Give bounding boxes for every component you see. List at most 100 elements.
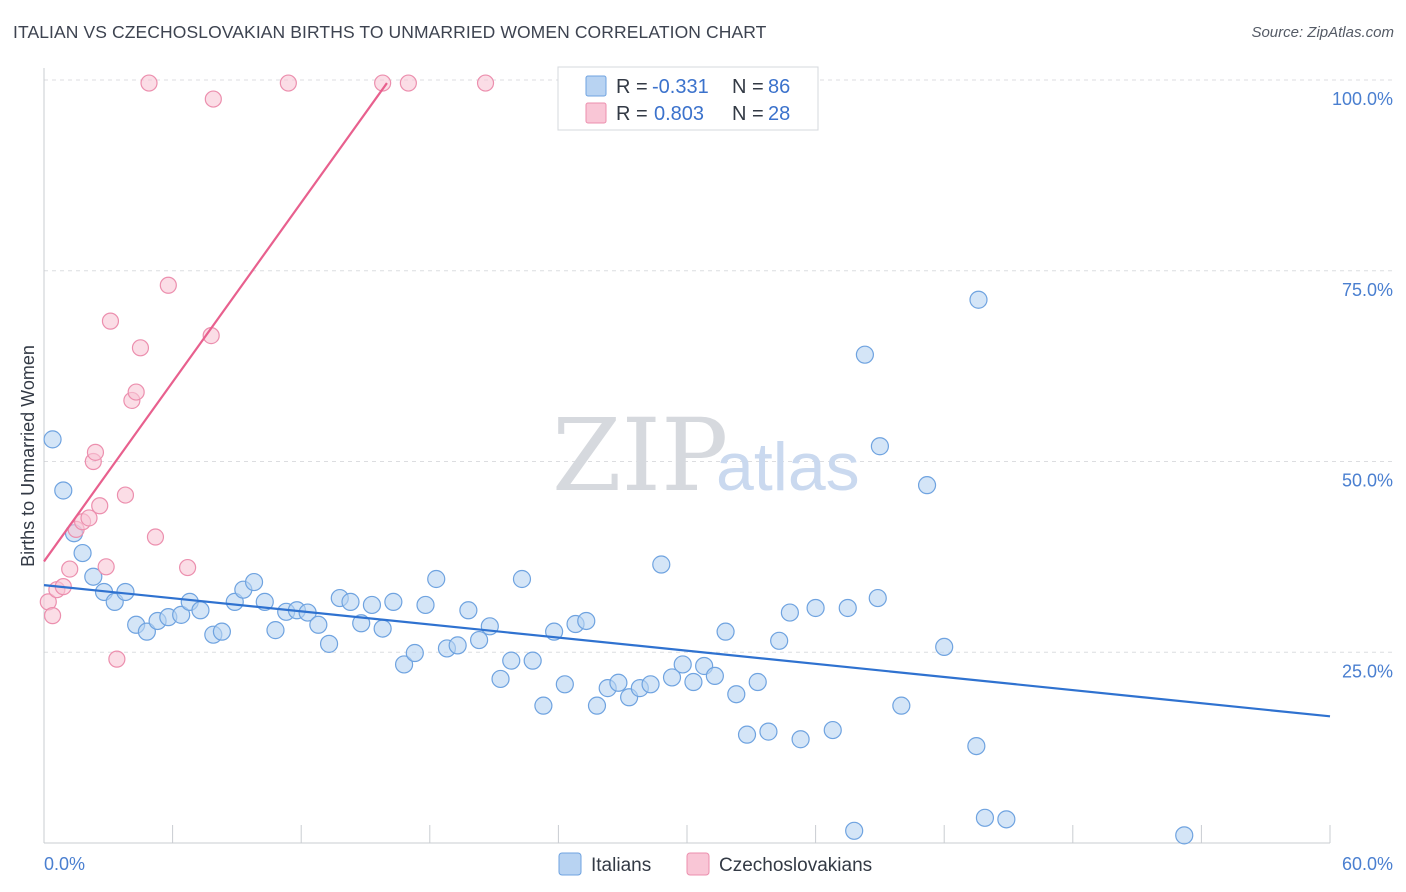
point-italians <box>845 821 864 840</box>
legend-r-label-italians: R = <box>616 76 648 98</box>
source-label: Source: ZipAtlas.com <box>1251 24 1394 41</box>
point-italians <box>416 595 435 615</box>
y-tick-label: 50.0% <box>1342 471 1393 491</box>
point-czechoslovakians <box>116 486 135 504</box>
point-italians <box>917 476 937 495</box>
point-czechoslovakians <box>97 558 115 576</box>
point-czechoslovakians <box>399 74 417 92</box>
legend-n-value-czech: 28 <box>768 103 790 125</box>
x-tick-label-min: 0.0% <box>44 854 85 874</box>
legend-n-value-italians: 86 <box>768 76 790 98</box>
point-italians <box>759 722 778 741</box>
point-italians <box>652 555 671 574</box>
point-italians <box>662 668 682 687</box>
point-czechoslovakians <box>101 312 120 330</box>
x-tick-label-max: 60.0% <box>1342 854 1393 874</box>
point-italians <box>459 601 478 620</box>
y-tick-labels: 100.0% 75.0% 50.0% 25.0% <box>1332 89 1393 681</box>
point-italians <box>975 808 995 827</box>
watermark: ZIP atlas <box>552 397 860 514</box>
point-italians <box>212 622 231 641</box>
axes <box>43 68 1331 844</box>
point-czechoslovakians <box>61 560 79 578</box>
point-italians <box>673 655 692 674</box>
trend-lines <box>43 82 1331 718</box>
point-czechoslovakians <box>159 276 177 294</box>
legend-r-label-czech: R = <box>616 103 648 125</box>
point-italians <box>405 643 424 663</box>
point-italians <box>587 696 607 715</box>
point-italians <box>84 567 103 586</box>
bottom-legend-label-czech: Czechoslovakians <box>719 855 872 876</box>
point-italians <box>362 595 382 615</box>
point-italians <box>748 672 767 692</box>
bottom-legend-swatch-italians <box>558 852 582 876</box>
point-czechoslovakians <box>127 383 145 401</box>
y-tick-label: 25.0% <box>1342 661 1393 681</box>
point-italians <box>309 615 328 634</box>
bottom-legend-label-italians: Italians <box>591 855 651 876</box>
point-italians <box>341 592 360 611</box>
legend-r-value-italians: -0.331 <box>652 76 709 98</box>
point-czechoslovakians <box>108 650 126 668</box>
point-italians <box>609 673 628 692</box>
point-italians <box>469 630 489 650</box>
y-tick-label: 75.0% <box>1342 280 1393 300</box>
point-italians <box>555 675 574 694</box>
point-italians <box>705 666 724 686</box>
series-czechoslovakians <box>39 74 495 668</box>
point-italians <box>855 345 874 364</box>
point-italians <box>577 611 596 631</box>
point-italians <box>137 622 156 641</box>
trend-line-italians <box>43 584 1331 718</box>
legend-r-value-czech: 0.803 <box>654 103 704 125</box>
point-italians <box>523 651 542 670</box>
legend-swatch-italians <box>585 75 607 97</box>
series-legend: Italians Czechoslovakians <box>558 852 872 876</box>
point-italians <box>791 730 810 749</box>
point-czechoslovakians <box>179 558 197 577</box>
point-italians <box>244 572 264 592</box>
point-czechoslovakians <box>86 443 105 461</box>
point-italians <box>266 621 285 640</box>
bottom-legend-swatch-czech <box>686 852 710 876</box>
point-czechoslovakians <box>91 497 109 515</box>
point-italians <box>43 430 62 449</box>
point-italians <box>427 569 446 589</box>
point-italians <box>319 634 339 653</box>
chart-title: ITALIAN VS CZECHOSLOVAKIAN BIRTHS TO UNM… <box>13 22 767 42</box>
y-tick-label: 100.0% <box>1332 89 1393 109</box>
point-italians <box>448 636 467 655</box>
legend-n-label-czech: N = <box>732 103 764 125</box>
point-italians <box>892 696 911 715</box>
point-czechoslovakians <box>476 74 495 92</box>
point-italians <box>384 592 403 611</box>
point-czechoslovakians <box>374 74 392 92</box>
legend-swatch-czech <box>585 102 607 124</box>
point-italians <box>684 672 703 692</box>
point-italians <box>373 619 392 638</box>
point-czechoslovakians <box>131 339 150 357</box>
point-italians <box>394 655 414 674</box>
point-czechoslovakians <box>140 74 158 92</box>
point-italians <box>780 603 799 622</box>
point-italians <box>870 437 890 456</box>
point-italians <box>512 569 532 589</box>
watermark-zip: ZIP <box>552 397 728 514</box>
y-axis-label: Births to Unmarried Women <box>18 345 38 567</box>
point-italians <box>73 543 92 563</box>
point-italians <box>1175 826 1194 845</box>
point-italians <box>54 481 73 500</box>
point-italians <box>997 810 1016 829</box>
trend-line-czechoslovakians <box>43 82 388 563</box>
correlation-legend: R = -0.331 N = 86 R = 0.803 N = 28 <box>557 66 819 131</box>
point-italians <box>737 725 757 744</box>
point-czechoslovakians <box>43 607 62 625</box>
point-italians <box>727 685 746 704</box>
point-italians <box>969 290 988 309</box>
point-italians <box>935 637 954 657</box>
point-italians <box>716 622 735 641</box>
point-italians <box>868 588 887 608</box>
point-italians <box>191 601 210 620</box>
grid-lines <box>44 79 1392 653</box>
